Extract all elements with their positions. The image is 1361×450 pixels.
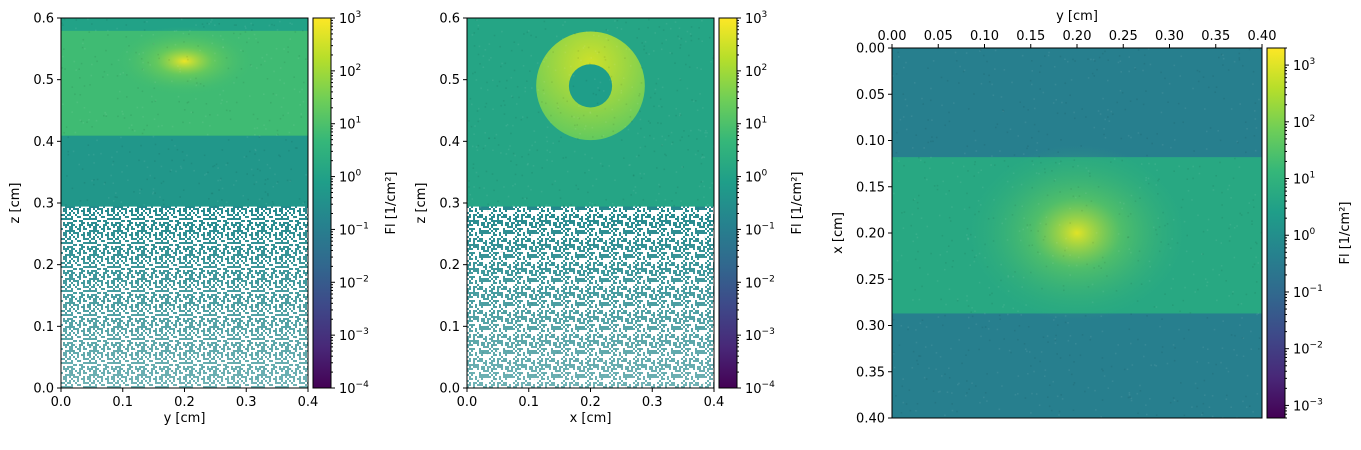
y-axis-label: z [cm] — [8, 183, 23, 224]
colorbar-label: Fl [1/cm²] — [384, 171, 399, 234]
colorbar-label: Fl [1/cm²] — [790, 171, 805, 234]
colorbar-tick-label: 100 — [745, 169, 768, 186]
colorbar — [718, 17, 738, 389]
x-tick-label: 0.0 — [51, 395, 72, 410]
y-tick-label: 0.05 — [856, 88, 885, 103]
heatmap-panel-yz: 0.0 0.1 0.2 0.3 0.4 0.0 0.1 0.2 0.3 0.4 0.5 0.6 y [c… — [8, 10, 399, 426]
x-tick-label: 0.3 — [236, 395, 257, 410]
y-tick-label: 0.6 — [33, 12, 54, 27]
x-tick-label: 0.3 — [642, 395, 663, 410]
x-tick-label: 0.4 — [298, 395, 319, 410]
y-tick-label: 0.2 — [33, 258, 54, 273]
y-tick-label: 0.3 — [439, 197, 460, 212]
x-tick-label: 0.2 — [174, 395, 195, 410]
y-tick-label: 0.20 — [856, 227, 885, 242]
colorbar-tick-label: 102 — [745, 63, 767, 80]
colorbar-tick-label: 10−3 — [745, 327, 775, 344]
x-tick-label: 0.05 — [924, 29, 953, 44]
x-axis-label: y [cm] — [1056, 9, 1098, 24]
colorbar-tick-label: 100 — [1293, 227, 1316, 244]
y-tick-label: 0.00 — [856, 42, 885, 57]
colorbar-tick-label: 103 — [339, 10, 361, 27]
y-tick-label: 0.10 — [856, 134, 885, 149]
colorbar-tick-label: 101 — [339, 116, 361, 133]
x-tick-label: 0.4 — [704, 395, 725, 410]
x-tick-label: 0.0 — [457, 395, 478, 410]
heatmap-image — [892, 48, 1262, 418]
colorbar-tick-label: 10−1 — [339, 221, 369, 238]
colorbar-tick-label: 10−4 — [339, 380, 369, 397]
y-tick-label: 0.6 — [439, 12, 460, 27]
y-tick-label: 0.35 — [856, 365, 885, 380]
colorbar-tick-label: 102 — [1293, 114, 1315, 131]
x-tick-label: 0.10 — [970, 29, 999, 44]
y-tick-label: 0.2 — [439, 258, 460, 273]
colorbar-tick-label: 101 — [1293, 171, 1315, 188]
x-tick-label: 0.2 — [580, 395, 601, 410]
x-tick-label: 0.20 — [1063, 29, 1092, 44]
x-tick-label: 0.1 — [518, 395, 539, 410]
x-tick-label: 0.40 — [1248, 29, 1277, 44]
colorbar-tick-label: 10−1 — [1293, 284, 1323, 301]
y-tick-label: 0.4 — [33, 135, 54, 150]
x-tick-label: 0.15 — [1016, 29, 1045, 44]
colorbar-tick-label: 100 — [339, 169, 362, 186]
colorbar-tick-label: 10−1 — [745, 221, 775, 238]
colorbar-tick-label: 102 — [339, 63, 361, 80]
heatmap-panel-xy: 0.00 0.05 0.10 0.15 0.20 0.25 0.30 0.35 0.40 0.00… — [831, 9, 1353, 427]
y-axis-label: x [cm] — [831, 212, 846, 254]
colorbar-tick-label: 10−2 — [1293, 341, 1323, 358]
y-tick-label: 0.15 — [856, 180, 885, 195]
colorbar-tick-label: 10−3 — [1293, 397, 1323, 414]
colorbar — [1266, 47, 1286, 419]
y-tick-label: 0.25 — [856, 273, 885, 288]
y-tick-label: 0.4 — [439, 135, 460, 150]
colorbar-tick-label: 103 — [1293, 57, 1315, 74]
fluence-band-2 — [892, 313, 1262, 418]
colorbar-tick-label: 103 — [745, 10, 767, 27]
y-tick-label: 0.30 — [856, 319, 885, 334]
heatmap-image — [61, 18, 308, 388]
fluence-band-1 — [61, 135, 308, 207]
y-tick-label: 0.5 — [439, 73, 460, 88]
x-tick-label: 0.30 — [1155, 29, 1184, 44]
x-tick-label: 0.25 — [1109, 29, 1138, 44]
colorbar-tick-label: 101 — [745, 116, 767, 133]
x-tick-label: 0.00 — [878, 29, 907, 44]
heatmap-panel-xz: 0.0 0.1 0.2 0.3 0.4 0.0 0.1 0.2 0.3 0.4 0.5 0.6 x [c… — [414, 10, 805, 426]
colorbar-label: Fl [1/cm²] — [1338, 201, 1353, 264]
x-tick-label: 0.35 — [1201, 29, 1230, 44]
y-tick-label: 0.5 — [33, 73, 54, 88]
colorbar-tick-label: 10−2 — [339, 274, 369, 291]
y-axis-label: z [cm] — [414, 183, 429, 224]
y-tick-label: 0.40 — [856, 412, 885, 427]
colorbar-tick-label: 10−3 — [339, 327, 369, 344]
fluence-band-0 — [892, 48, 1262, 158]
x-axis-label: x [cm] — [570, 411, 612, 426]
colorbar-tick-label: 10−4 — [745, 380, 775, 397]
fluence-hotspot — [114, 26, 255, 97]
y-tick-label: 0.1 — [439, 320, 460, 335]
y-tick-label: 0.0 — [33, 382, 54, 397]
colorbar — [312, 17, 332, 389]
heatmap-image — [467, 18, 714, 388]
fluence-band-3 — [61, 18, 308, 31]
y-tick-label: 0.0 — [439, 382, 460, 397]
fluence-hotspot — [967, 145, 1187, 321]
y-tick-label: 0.1 — [33, 320, 54, 335]
x-tick-label: 0.1 — [112, 395, 133, 410]
colorbar-tick-label: 10−2 — [745, 274, 775, 291]
target-core — [568, 64, 613, 108]
y-tick-label: 0.3 — [33, 197, 54, 212]
x-axis-label: y [cm] — [164, 411, 206, 426]
